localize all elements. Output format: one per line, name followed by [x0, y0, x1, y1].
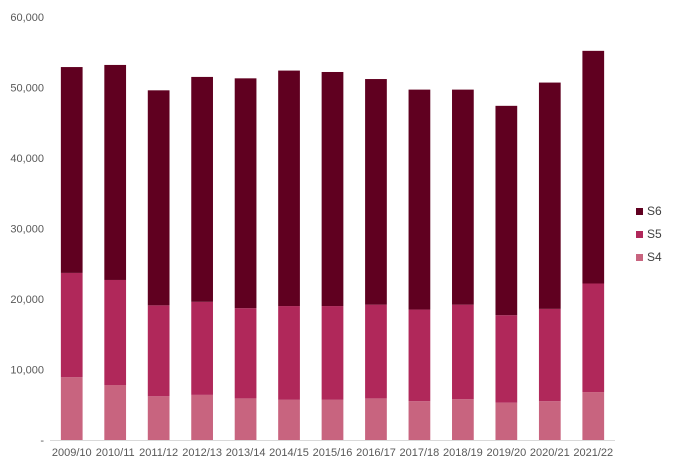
legend-label-s5: S5 [647, 227, 662, 241]
bar-s4 [538, 401, 561, 440]
bar-s5 [321, 306, 344, 400]
bar-s6 [495, 105, 518, 316]
bar-s5 [408, 309, 431, 402]
legend: S6 S5 S4 [636, 204, 662, 264]
bars-area [60, 50, 605, 440]
y-tick-label: 60,000 [10, 12, 44, 24]
x-axis-tick-labels: 2009/10 2010/11 2011/12 2012/13 2013/14 2014/… [52, 447, 613, 459]
bar-s6 [278, 70, 300, 307]
legend-swatch-s4 [636, 254, 643, 261]
x-tick-label: 2019/20 [486, 447, 526, 459]
bar-s6 [321, 71, 344, 307]
x-tick-label: 2018/19 [443, 447, 483, 459]
bar-s6 [538, 82, 561, 309]
x-tick-label: 2012/13 [182, 447, 222, 459]
x-tick-label: 2011/12 [139, 447, 178, 459]
y-tick-label: 40,000 [10, 153, 44, 165]
legend-swatch-s6 [636, 208, 643, 215]
bar-s5 [191, 301, 213, 395]
legend-label-s4: S4 [647, 250, 662, 264]
y-tick-label: 20,000 [10, 294, 44, 306]
bar-s6 [234, 78, 257, 309]
y-tick-label: 30,000 [10, 224, 44, 236]
bar-s4 [278, 399, 300, 440]
bar-s6 [582, 50, 605, 284]
bar-s4 [60, 377, 83, 440]
x-tick-label: 2013/14 [226, 447, 266, 459]
bar-s5 [582, 283, 605, 393]
bar-s4 [452, 399, 474, 440]
x-tick-label: 2020/21 [530, 447, 570, 459]
bar-s6 [365, 79, 387, 305]
bar-s4 [582, 392, 605, 440]
legend-label-s6: S6 [647, 204, 662, 218]
bar-s4 [495, 402, 518, 440]
bar-s5 [452, 304, 474, 400]
bar-s5 [278, 306, 300, 400]
bar-s4 [321, 399, 344, 440]
bar-s4 [234, 398, 257, 440]
bar-s6 [104, 64, 127, 280]
bar-s6 [147, 90, 170, 306]
y-tick-label: - [40, 435, 44, 447]
y-tick-label: 50,000 [10, 83, 44, 95]
x-tick-label: 2015/16 [313, 447, 353, 459]
bar-s5 [60, 272, 83, 378]
bar-s6 [452, 89, 474, 305]
bar-s5 [538, 308, 561, 402]
bar-s6 [408, 89, 431, 310]
legend-swatch-s5 [636, 231, 643, 238]
bar-s4 [104, 385, 127, 440]
bar-s5 [365, 304, 387, 399]
x-tick-label: 2010/11 [96, 447, 135, 459]
bar-s4 [408, 401, 431, 440]
x-tick-label: 2014/15 [269, 447, 309, 459]
bar-s5 [104, 279, 127, 386]
x-tick-label: 2021/22 [573, 447, 613, 459]
x-tick-label: 2017/18 [400, 447, 440, 459]
bar-s4 [147, 396, 170, 440]
bar-s5 [147, 305, 170, 397]
x-tick-label: 2016/17 [356, 447, 396, 459]
y-axis-tick-labels: - 10,000 20,000 30,000 40,000 50,000 60,000 [10, 12, 44, 447]
bar-s6 [191, 76, 213, 302]
bar-s4 [365, 398, 387, 440]
bar-s6 [60, 67, 83, 273]
x-tick-label: 2009/10 [52, 447, 92, 459]
bar-s5 [495, 315, 518, 403]
bar-s4 [191, 394, 213, 440]
bar-s5 [234, 308, 257, 399]
y-tick-label: 10,000 [10, 365, 44, 377]
